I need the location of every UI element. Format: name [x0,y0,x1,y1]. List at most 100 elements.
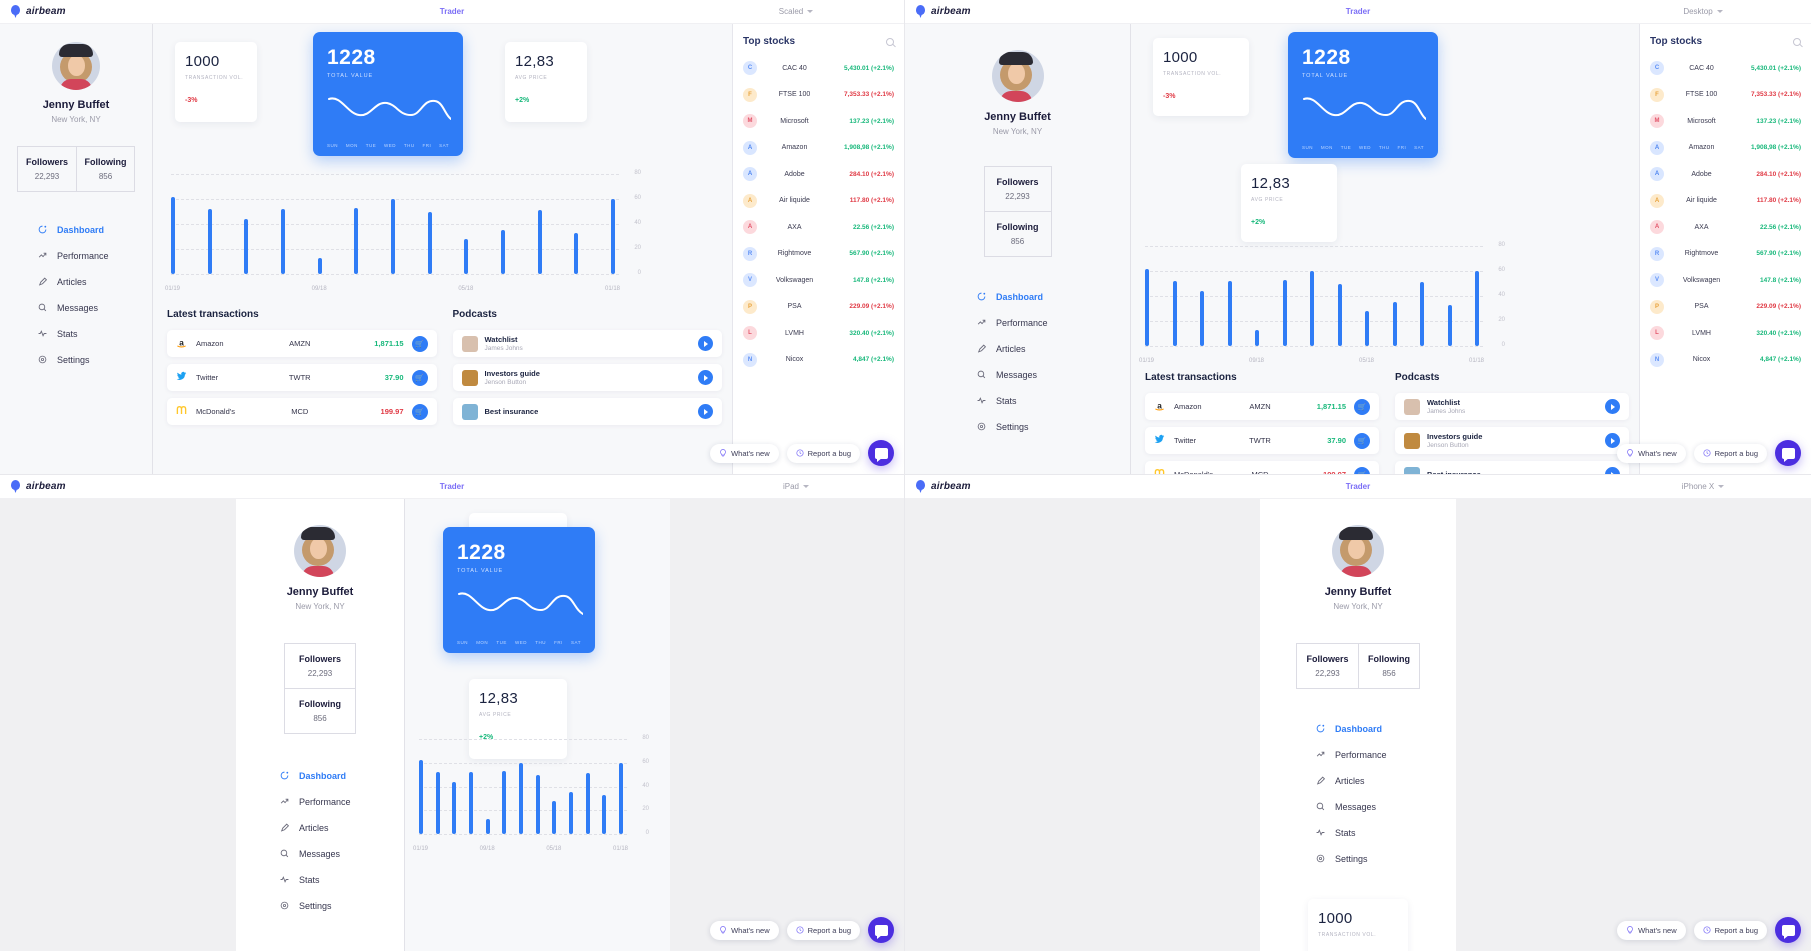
list-item[interactable]: A Air liquide 117.80 (+2.1%) [743,188,894,215]
viewport-selector-iphonex[interactable]: iPhone X [1611,482,1811,491]
play-button[interactable] [698,336,713,351]
sidebar-item-performance[interactable]: Performance [977,313,1130,332]
list-item[interactable]: F FTSE 100 7,353.33 (+2.1%) [743,82,894,109]
sidebar-item-stats[interactable]: Stats [977,391,1130,410]
play-button[interactable] [1605,467,1620,474]
buy-button[interactable]: 🛒 [411,335,428,352]
sidebar-item-articles[interactable]: Articles [977,339,1130,358]
sidebar-item-messages[interactable]: Messages [38,298,152,317]
table-row[interactable]: Twitter TWTR 37.90 🛒 [167,364,437,391]
list-item[interactable]: A Amazon 1,908,98 (+2.1%) [1650,135,1801,162]
buy-button[interactable]: 🛒 [1354,398,1370,415]
list-item[interactable]: Best insurance [452,398,722,425]
play-button[interactable] [1605,399,1620,414]
following-cell[interactable]: Following 856 [285,688,355,733]
chat-icon[interactable] [1775,440,1801,466]
following-cell[interactable]: Following 856 [76,147,134,191]
sidebar-item-stats[interactable]: Stats [1316,823,1456,842]
play-button[interactable] [698,404,713,419]
list-item[interactable]: A Adobe 284.10 (+2.1%) [743,161,894,188]
sidebar-item-articles[interactable]: Articles [280,818,404,837]
stock-avatar: V [1650,273,1664,288]
buy-button[interactable]: 🛒 [1354,466,1370,474]
buy-button[interactable]: 🛒 [1354,432,1370,449]
chat-icon[interactable] [1775,917,1801,943]
list-item[interactable]: R Rightmove 567.90 (+2.1%) [1650,241,1801,268]
list-item[interactable]: R Rightmove 567.90 (+2.1%) [743,241,894,268]
list-item[interactable]: A AXA 22.56 (+2.1%) [743,214,894,241]
sidebar-item-dashboard[interactable]: Dashboard [1316,719,1456,738]
sidebar-item-settings[interactable]: Settings [280,896,404,915]
following-cell[interactable]: Following 856 [984,211,1051,256]
viewport-selector-scaled[interactable]: Scaled [704,7,904,16]
play-button[interactable] [1605,433,1620,448]
list-item[interactable]: L LVMH 320.40 (+2.1%) [1650,320,1801,347]
sidebar-item-performance[interactable]: Performance [1316,745,1456,764]
sidebar-item-stats[interactable]: Stats [280,870,404,889]
sidebar-item-settings[interactable]: Settings [1316,849,1456,868]
play-button[interactable] [698,370,713,385]
podcast-thumbnail [1404,398,1420,415]
buy-button[interactable]: 🛒 [411,369,428,386]
followers-cell[interactable]: Followers 22,293 [285,644,355,688]
list-item[interactable]: V Volkswagen 147.8 (+2.1%) [743,267,894,294]
list-item[interactable]: A Air liquide 117.80 (+2.1%) [1650,188,1801,215]
sidebar-item-stats[interactable]: Stats [38,324,152,343]
list-item[interactable]: V Volkswagen 147.8 (+2.1%) [1650,267,1801,294]
list-item[interactable]: A Adobe 284.10 (+2.1%) [1650,161,1801,188]
sidebar-item-messages[interactable]: Messages [280,844,404,863]
sidebar-item-performance[interactable]: Performance [38,246,152,265]
sidebar-item-settings[interactable]: Settings [977,417,1130,436]
list-item[interactable]: A AXA 22.56 (+2.1%) [1650,214,1801,241]
followers-cell[interactable]: Followers 22,293 [1297,644,1358,688]
table-row[interactable]: McDonald's MCD 199.97 🛒 [1145,461,1379,474]
report-bug-button[interactable]: Report a bug [1693,920,1767,940]
search-icon[interactable] [886,37,894,46]
report-bug-button[interactable]: Report a bug [786,920,860,940]
list-item[interactable]: M Microsoft 137.23 (+2.1%) [743,108,894,135]
list-item[interactable]: Watchlist James Johns [452,330,722,357]
sidebar-item-dashboard[interactable]: Dashboard [38,220,152,239]
list-item[interactable]: Watchlist James Johns [1395,393,1629,420]
whats-new-button[interactable]: What's new [1617,443,1686,463]
sidebar-item-articles[interactable]: Articles [1316,771,1456,790]
sidebar-item-messages[interactable]: Messages [977,365,1130,384]
table-row[interactable]: a Amazon AMZN 1,871.15 🛒 [167,330,437,357]
chat-icon[interactable] [868,917,894,943]
buy-button[interactable]: 🛒 [411,403,428,420]
list-item[interactable]: C CAC 40 5,430.01 (+2.1%) [743,55,894,82]
list-item[interactable]: M Microsoft 137.23 (+2.1%) [1650,108,1801,135]
whats-new-button[interactable]: What's new [1617,920,1686,940]
table-row[interactable]: a Amazon AMZN 1,871.15 🛒 [1145,393,1379,420]
list-item[interactable]: A Amazon 1,908,98 (+2.1%) [743,135,894,162]
sidebar-item-settings[interactable]: Settings [38,350,152,369]
sidebar-item-articles[interactable]: Articles [38,272,152,291]
viewport-selector-ipad[interactable]: iPad [704,482,904,491]
sidebar-item-messages[interactable]: Messages [1316,797,1456,816]
list-item[interactable]: F FTSE 100 7,353.33 (+2.1%) [1650,82,1801,109]
whats-new-button[interactable]: What's new [710,920,779,940]
list-item[interactable]: C CAC 40 5,430.01 (+2.1%) [1650,55,1801,82]
report-bug-button[interactable]: Report a bug [786,443,860,463]
sidebar-item-dashboard[interactable]: Dashboard [280,766,404,785]
search-icon[interactable] [1793,37,1801,46]
chat-icon[interactable] [868,440,894,466]
list-item[interactable]: L LVMH 320.40 (+2.1%) [743,320,894,347]
table-row[interactable]: Twitter TWTR 37.90 🛒 [1145,427,1379,454]
list-item[interactable]: Best insurance [1395,461,1629,474]
list-item[interactable]: P PSA 229.09 (+2.1%) [743,294,894,321]
following-cell[interactable]: Following 856 [1358,644,1419,688]
table-row[interactable]: McDonald's MCD 199.97 🛒 [167,398,437,425]
followers-cell[interactable]: Followers 22,293 [18,147,76,191]
sidebar-item-dashboard[interactable]: Dashboard [977,287,1130,306]
viewport-selector-desktop[interactable]: Desktop [1611,7,1811,16]
list-item[interactable]: N Nicox 4,847 (+2.1%) [1650,347,1801,374]
sidebar-item-performance[interactable]: Performance [280,792,404,811]
report-bug-button[interactable]: Report a bug [1693,443,1767,463]
whats-new-button[interactable]: What's new [710,443,779,463]
list-item[interactable]: N Nicox 4,847 (+2.1%) [743,347,894,374]
followers-cell[interactable]: Followers 22,293 [985,167,1051,211]
list-item[interactable]: Investors guide Jenson Button [1395,427,1629,454]
list-item[interactable]: Investors guide Jenson Button [452,364,722,391]
list-item[interactable]: P PSA 229.09 (+2.1%) [1650,294,1801,321]
